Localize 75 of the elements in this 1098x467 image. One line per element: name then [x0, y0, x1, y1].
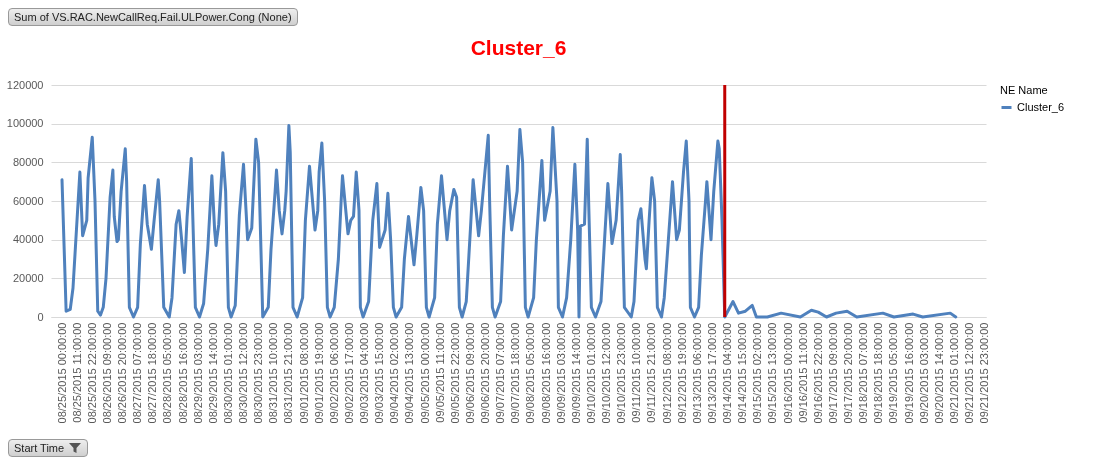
x-tick-label: 09/02/2015 06:00:00 — [327, 322, 340, 424]
x-tick-label: 09/19/2015 16:00:00 — [902, 322, 915, 424]
x-tick-label: 09/10/2015 01:00:00 — [584, 322, 597, 424]
x-tick-label: 09/03/2015 15:00:00 — [373, 322, 386, 424]
legend-title: NE Name — [1000, 84, 1048, 96]
y-tick-label: 120000 — [6, 78, 44, 91]
x-tick-label: 09/13/2015 17:00:00 — [705, 322, 718, 424]
x-tick-label: 09/16/2015 11:00:00 — [796, 322, 809, 423]
x-tick-label: 08/28/2015 16:00:00 — [176, 322, 189, 424]
x-tick-label: 08/27/2015 18:00:00 — [146, 322, 159, 424]
y-tick-label: 60000 — [12, 194, 44, 207]
x-tick-label: 09/17/2015 09:00:00 — [826, 322, 839, 424]
x-tick-label: 08/29/2015 03:00:00 — [191, 322, 204, 424]
x-tick-label: 09/11/2015 10:00:00 — [630, 322, 643, 423]
x-tick-label: 09/21/2015 01:00:00 — [947, 322, 960, 424]
x-tick-label: 08/26/2015 09:00:00 — [100, 322, 113, 424]
y-tick-label: 40000 — [12, 233, 44, 246]
x-tick-label: 09/21/2015 12:00:00 — [963, 322, 975, 424]
x-tick-label: 09/15/2015 13:00:00 — [766, 322, 779, 424]
x-tick-label: 08/31/2015 21:00:00 — [282, 322, 295, 424]
x-tick-label: 09/11/2015 21:00:00 — [645, 322, 658, 423]
x-tick-label: 08/29/2015 14:00:00 — [206, 322, 219, 424]
x-tick-label: 09/10/2015 12:00:00 — [600, 322, 612, 424]
legend-label: Cluster_6 — [1017, 100, 1065, 113]
x-tick-label: 09/03/2015 04:00:00 — [358, 322, 370, 424]
x-tick-label: 08/26/2015 20:00:00 — [116, 322, 128, 424]
x-tick-label: 09/02/2015 17:00:00 — [342, 322, 355, 424]
y-tick-label: 80000 — [12, 155, 44, 168]
x-tick-label: 09/16/2015 22:00:00 — [811, 322, 824, 424]
x-tick-label: 08/30/2015 23:00:00 — [252, 322, 265, 424]
x-tick-label: 09/18/2015 18:00:00 — [872, 322, 885, 424]
x-tick-label: 09/01/2015 19:00:00 — [312, 322, 325, 424]
x-tick-label: 09/21/2015 23:00:00 — [978, 322, 991, 424]
x-tick-label: 09/05/2015 00:00:00 — [418, 322, 431, 424]
text: Sum of VS.RAC.NewCallReq.Fail.ULPower.Cong (None) — [8, 8, 298, 26]
x-tick-label: 09/15/2015 02:00:00 — [751, 322, 764, 424]
x-tick-label: 09/16/2015 00:00:00 — [781, 322, 794, 424]
line-series — [60, 124, 958, 319]
x-tick-label: 08/28/2015 05:00:00 — [161, 322, 174, 424]
x-tick-label: 09/05/2015 11:00:00 — [433, 322, 446, 423]
x-axis-title: Start Time — [14, 442, 65, 454]
x-tick-label: 09/08/2015 05:00:00 — [524, 322, 537, 424]
x-tick-label: 08/31/2015 10:00:00 — [267, 322, 280, 424]
x-tick-label: 09/06/2015 20:00:00 — [479, 322, 491, 424]
x-tick-label: 09/07/2015 07:00:00 — [494, 322, 507, 424]
y-tick-label: 100000 — [6, 117, 44, 130]
x-tick-label: 09/14/2015 04:00:00 — [721, 322, 733, 424]
y-tick-label: 20000 — [12, 271, 44, 284]
x-tick-label: 09/04/2015 13:00:00 — [403, 322, 416, 424]
x-tick-label: 09/07/2015 18:00:00 — [509, 322, 522, 424]
x-tick-label: 09/04/2015 02:00:00 — [388, 322, 401, 424]
x-tick-label: 09/09/2015 14:00:00 — [569, 322, 582, 424]
x-tick-label: 09/19/2015 05:00:00 — [887, 322, 900, 424]
x-tick-label: 09/10/2015 23:00:00 — [615, 322, 628, 424]
x-tick-label: 09/08/2015 16:00:00 — [539, 322, 552, 424]
x-tick-label: 09/13/2015 06:00:00 — [690, 322, 703, 424]
x-tick-label: 09/20/2015 03:00:00 — [917, 322, 930, 424]
x-tick-label: 08/30/2015 12:00:00 — [237, 322, 249, 424]
x-tick-label: 09/09/2015 03:00:00 — [554, 322, 567, 424]
x-tick-label: 08/25/2015 00:00:00 — [55, 322, 68, 424]
x-tick-label: 09/17/2015 20:00:00 — [842, 322, 854, 424]
y-tick-label: 0 — [37, 310, 44, 323]
x-tick-label: 09/18/2015 07:00:00 — [857, 322, 870, 424]
x-tick-label: 08/25/2015 11:00:00 — [70, 322, 83, 423]
x-tick-label: 09/01/2015 08:00:00 — [297, 322, 310, 424]
x-tick-label: 08/30/2015 01:00:00 — [221, 322, 234, 424]
x-tick-label: 09/20/2015 14:00:00 — [932, 322, 945, 424]
x-tick-label: 08/25/2015 22:00:00 — [85, 322, 98, 424]
x-tick-label: 09/06/2015 09:00:00 — [463, 322, 476, 424]
x-tick-label: 09/14/2015 15:00:00 — [736, 322, 749, 424]
x-tick-label: 09/12/2015 08:00:00 — [660, 322, 673, 424]
x-tick-label: 09/12/2015 19:00:00 — [675, 322, 688, 424]
chart-title: Cluster_6 — [470, 36, 567, 59]
x-tick-label: 09/05/2015 22:00:00 — [448, 322, 461, 424]
x-tick-label: 08/27/2015 07:00:00 — [131, 322, 144, 424]
